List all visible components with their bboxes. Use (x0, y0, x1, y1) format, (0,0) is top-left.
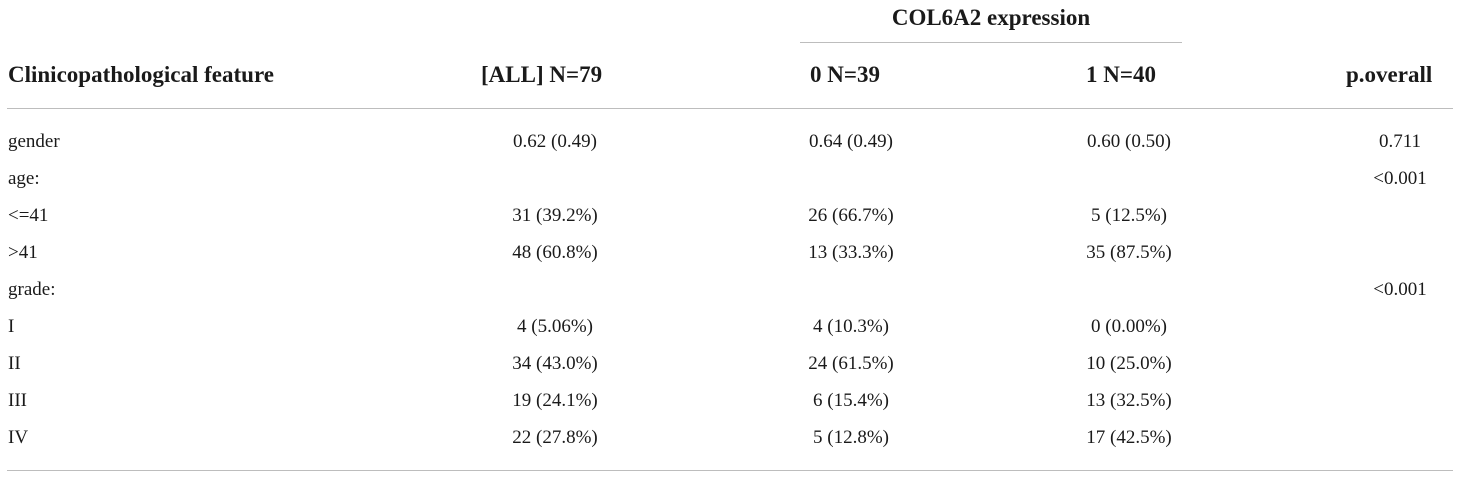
cell-expression-1 (1014, 271, 1244, 308)
cell-all (440, 160, 670, 197)
cell-expression-0 (736, 271, 966, 308)
cell-p-overall (1320, 308, 1460, 345)
table-row: I 4 (5.06%) 4 (10.3%) 0 (0.00%) (0, 308, 1460, 345)
cell-expression-0: 4 (10.3%) (813, 316, 889, 337)
cell-p-overall: 0.711 (1378, 131, 1422, 152)
cell-expression-1: 17 (42.5%) (1086, 427, 1172, 448)
cell-all: 22 (27.8%) (512, 427, 598, 448)
cell-expression-1: 13 (32.5%) (1086, 390, 1172, 411)
column-header-all: [ALL] N=79 (481, 62, 603, 87)
row-label: >41 (8, 242, 38, 263)
cell-expression-0: 26 (66.7%) (808, 205, 894, 226)
column-header-feature: Clinicopathological feature (8, 62, 274, 87)
cell-expression-1 (1014, 160, 1244, 197)
table-row: gender 0.62 (0.49) 0.64 (0.49) 0.60 (0.5… (0, 123, 1460, 160)
cell-expression-0 (736, 160, 966, 197)
table-row: II 34 (43.0%) 24 (61.5%) 10 (25.0%) (0, 345, 1460, 382)
cell-all: 34 (43.0%) (512, 353, 598, 374)
table-row: IV 22 (27.8%) 5 (12.8%) 17 (42.5%) (0, 419, 1460, 456)
cell-all: 48 (60.8%) (512, 242, 598, 263)
cell-expression-1: 35 (87.5%) (1086, 242, 1172, 263)
cell-p-overall (1320, 197, 1460, 234)
column-header-p-overall: p.overall (1346, 62, 1433, 87)
group-header-col6a2-expression: COL6A2 expression (891, 5, 1091, 30)
group-header-rule (800, 42, 1182, 43)
cell-all (440, 271, 670, 308)
row-label: III (8, 390, 27, 411)
row-label: IV (8, 427, 29, 448)
cell-p-overall: <0.001 (1373, 168, 1427, 189)
cell-expression-1: 0.60 (0.50) (1087, 131, 1171, 152)
cell-expression-0: 0.64 (0.49) (809, 131, 893, 152)
cell-expression-0: 13 (33.3%) (808, 242, 894, 263)
table-row: III 19 (24.1%) 6 (15.4%) 13 (32.5%) (0, 382, 1460, 419)
footer-rule (7, 470, 1453, 471)
cell-p-overall: <0.001 (1373, 279, 1427, 300)
row-label: II (8, 353, 21, 374)
table-row: grade: <0.001 (0, 271, 1460, 308)
cell-all: 0.62 (0.49) (513, 131, 597, 152)
column-header-expression-1: 1 N=40 (1086, 62, 1156, 87)
row-label: I (8, 316, 15, 337)
cell-p-overall (1320, 382, 1460, 419)
table-row: >41 48 (60.8%) 13 (33.3%) 35 (87.5%) (0, 234, 1460, 271)
row-label: gender (8, 131, 60, 152)
cell-p-overall (1320, 345, 1460, 382)
cell-expression-1: 5 (12.5%) (1091, 205, 1167, 226)
cell-expression-0: 24 (61.5%) (808, 353, 894, 374)
cell-all: 31 (39.2%) (512, 205, 598, 226)
row-label: age: (8, 168, 40, 189)
column-header-expression-0: 0 N=39 (810, 62, 880, 87)
cell-expression-1: 10 (25.0%) (1086, 353, 1172, 374)
cell-all: 4 (5.06%) (517, 316, 593, 337)
cell-expression-0: 6 (15.4%) (813, 390, 889, 411)
row-label: grade: (8, 279, 56, 300)
cell-p-overall (1320, 419, 1460, 456)
table-row: age: <0.001 (0, 160, 1460, 197)
cell-expression-0: 5 (12.8%) (813, 427, 889, 448)
header-rule (7, 108, 1453, 109)
cell-all: 19 (24.1%) (512, 390, 598, 411)
row-label: <=41 (8, 205, 49, 226)
cell-p-overall (1320, 234, 1460, 271)
cell-expression-1: 0 (0.00%) (1091, 316, 1167, 337)
table-row: <=41 31 (39.2%) 26 (66.7%) 5 (12.5%) (0, 197, 1460, 234)
